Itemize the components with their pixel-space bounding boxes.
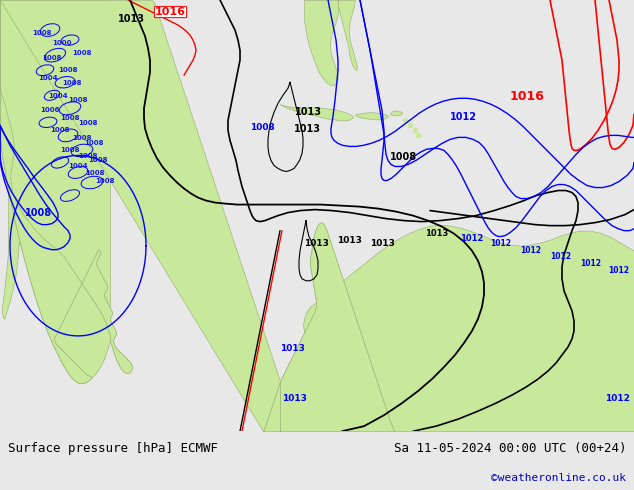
Text: 1012: 1012 [450,112,477,122]
Text: 1004: 1004 [68,164,87,170]
Text: 1006: 1006 [40,107,60,113]
Text: 1000: 1000 [52,40,72,46]
Text: 1008: 1008 [58,67,77,73]
Text: 1013: 1013 [425,229,448,238]
Text: 1008: 1008 [62,80,82,86]
Text: 1008: 1008 [60,147,79,153]
Text: 1008: 1008 [95,177,115,184]
Text: 1008: 1008 [85,171,105,176]
Text: 1008: 1008 [25,208,52,218]
Text: 1008: 1008 [88,157,108,164]
Text: 1013: 1013 [118,14,145,24]
Text: 1008: 1008 [390,152,417,163]
Text: 1008: 1008 [72,50,91,56]
Text: 1013: 1013 [282,394,307,403]
Text: 1004: 1004 [38,75,58,81]
Text: 1013: 1013 [304,239,329,247]
Text: 1008: 1008 [78,153,98,159]
Text: 1012: 1012 [550,252,571,261]
Text: 1012: 1012 [520,245,541,255]
Text: 1008: 1008 [84,141,103,147]
Text: 1008: 1008 [50,127,70,133]
Text: 1008: 1008 [78,121,98,126]
Text: 1008: 1008 [250,123,275,132]
Text: 1013: 1013 [337,236,362,245]
Text: Sa 11-05-2024 00:00 UTC (00+24): Sa 11-05-2024 00:00 UTC (00+24) [394,442,626,455]
Text: 1016: 1016 [155,7,186,17]
Text: 1008: 1008 [60,115,79,122]
Text: 1013: 1013 [295,107,322,117]
Text: 1012: 1012 [605,394,630,403]
Text: 1008: 1008 [32,30,51,36]
Text: 1008: 1008 [72,135,91,142]
Text: 1013: 1013 [370,239,395,247]
Text: Surface pressure [hPa] ECMWF: Surface pressure [hPa] ECMWF [8,442,218,455]
Text: 1004: 1004 [48,93,68,99]
Text: 1012: 1012 [608,266,629,275]
Text: ©weatheronline.co.uk: ©weatheronline.co.uk [491,473,626,483]
Text: 1013: 1013 [294,124,321,134]
Text: 1008: 1008 [42,55,61,61]
Text: 1012: 1012 [460,234,483,243]
Text: 1012: 1012 [490,239,511,247]
Text: 1008: 1008 [68,98,87,103]
Text: 1016: 1016 [510,90,545,103]
Text: 1012: 1012 [580,259,601,268]
Text: 1013: 1013 [280,344,305,353]
